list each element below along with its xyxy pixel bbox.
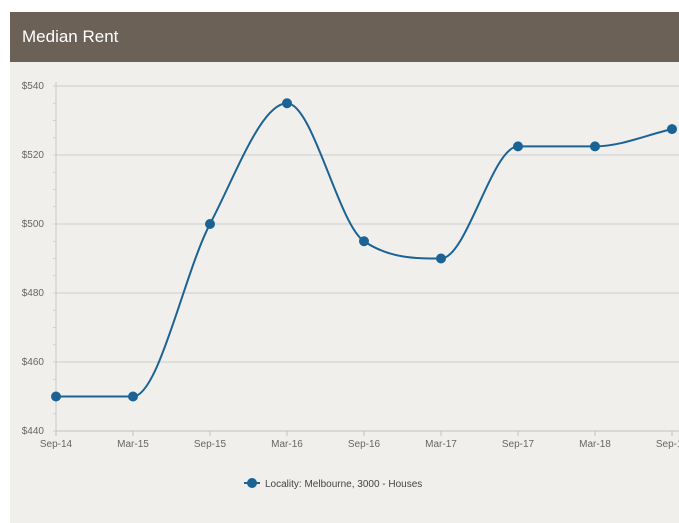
- series-layer: [51, 98, 677, 402]
- data-point[interactable]: [359, 236, 369, 247]
- y-tick-label: $540: [22, 81, 45, 92]
- legend-label[interactable]: Locality: Melbourne, 3000 - Houses: [265, 479, 422, 490]
- series-line: [56, 102, 673, 398]
- legend[interactable]: Locality: Melbourne, 3000 - Houses: [244, 478, 422, 490]
- y-tick-label: $520: [22, 150, 45, 161]
- x-tick-label: Mar-15: [117, 439, 149, 450]
- x-tick-label: Sep-18: [656, 439, 679, 450]
- data-point[interactable]: [436, 253, 446, 264]
- x-tick-label: Sep-14: [40, 439, 73, 450]
- data-point[interactable]: [51, 391, 61, 402]
- x-tick-label: Sep-17: [502, 439, 535, 450]
- grid-lines: [56, 85, 679, 432]
- x-tick-label: Sep-16: [348, 439, 381, 450]
- y-tick-label: $480: [22, 288, 45, 299]
- y-tick-label: $460: [22, 357, 45, 368]
- legend-marker: [247, 478, 257, 488]
- chart-panel: Median Rent: [10, 12, 679, 523]
- data-point[interactable]: [590, 141, 600, 152]
- x-tick-labels: Sep-14 Mar-15 Sep-15 Mar-16 Sep-16 Mar-17 Sep-…: [40, 439, 679, 450]
- x-tick-label: Sep-15: [194, 439, 227, 450]
- y-tick-labels: $440 $460 $480 $500 $520 $540: [22, 81, 45, 437]
- x-tick-label: Mar-17: [425, 439, 457, 450]
- x-tick-label: Mar-16: [271, 439, 303, 450]
- x-tick-label: Mar-18: [579, 439, 611, 450]
- axes: [53, 82, 679, 436]
- y-tick-label: $500: [22, 219, 45, 230]
- data-point[interactable]: [205, 219, 215, 229]
- data-point[interactable]: [667, 124, 677, 135]
- data-point[interactable]: [282, 98, 292, 109]
- y-tick-label: $440: [22, 426, 45, 437]
- data-point[interactable]: [513, 141, 523, 152]
- panel-title: Median Rent: [10, 12, 679, 62]
- data-point[interactable]: [128, 391, 138, 402]
